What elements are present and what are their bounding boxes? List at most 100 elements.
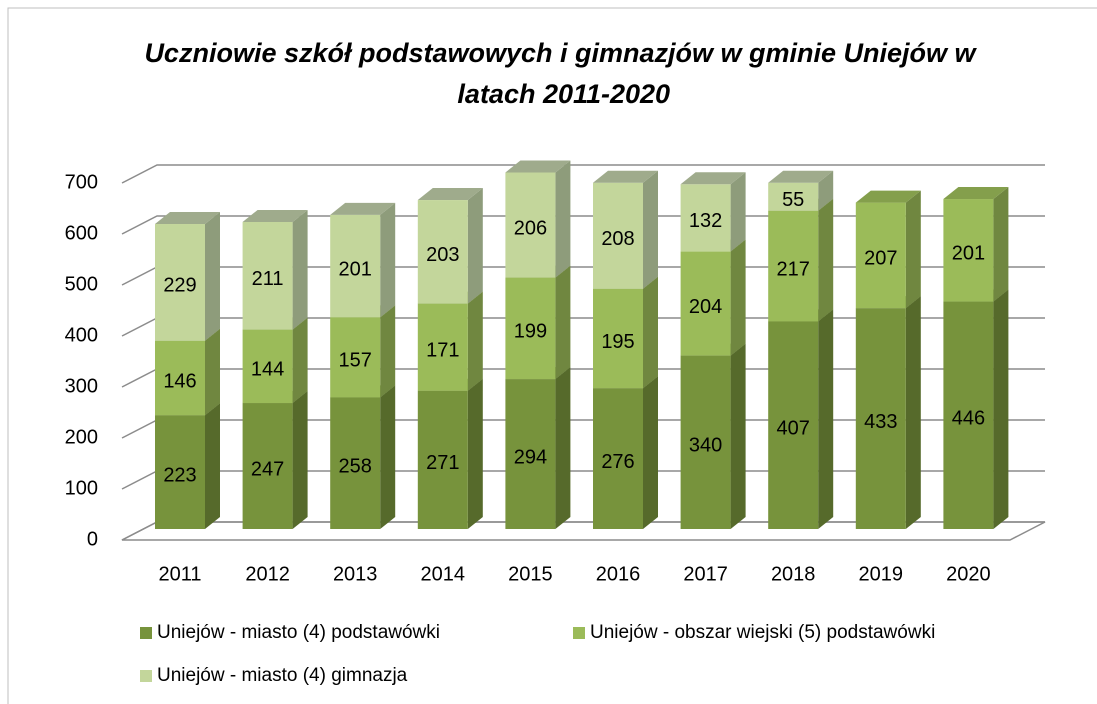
bar-side	[818, 170, 834, 211]
bar	[943, 199, 994, 302]
y-tick-label: 700	[65, 171, 98, 193]
bar-side	[730, 343, 746, 529]
bar	[417, 200, 468, 304]
x-tick-label: 2020	[946, 563, 991, 585]
x-tick-label: 2013	[333, 563, 378, 585]
bar	[680, 184, 731, 252]
legend-label: Uniejów - miasto (4) podstawówki	[157, 622, 440, 643]
y-tick-label: 500	[65, 273, 98, 295]
bar-side	[380, 305, 396, 398]
bar	[680, 355, 731, 529]
y-tick-label: 400	[65, 324, 98, 346]
data-label: 195	[601, 331, 634, 353]
data-label: 340	[689, 435, 722, 457]
bar	[855, 202, 906, 309]
data-label: 247	[251, 458, 284, 480]
bar	[155, 415, 205, 529]
data-label: 446	[952, 408, 985, 430]
grid-line	[121, 164, 1045, 184]
bar-side	[205, 328, 220, 416]
bar-top	[417, 188, 483, 201]
bar	[155, 224, 205, 341]
x-tick-label: 2016	[596, 563, 641, 585]
legend-swatch	[140, 670, 152, 682]
legend-label: Uniejów - obszar wiejski (5) podstawówki	[590, 622, 935, 643]
bar-top	[155, 212, 220, 225]
bar-side	[380, 385, 396, 529]
data-label: 199	[514, 321, 547, 343]
data-label: 258	[339, 455, 372, 477]
data-label: 146	[163, 370, 196, 392]
bar-top	[242, 209, 308, 222]
bar-side	[467, 378, 483, 529]
bar	[242, 221, 293, 330]
data-label: 206	[514, 217, 547, 239]
legend-swatch	[140, 627, 152, 639]
data-label: 207	[864, 248, 897, 270]
title-line: Uczniowie szkół podstawowych i gimnazjów…	[144, 38, 977, 68]
data-label: 229	[163, 275, 196, 297]
data-label: 144	[251, 359, 284, 381]
x-tick-label: 2012	[245, 563, 290, 585]
data-label: 407	[777, 417, 810, 439]
bar-side	[730, 239, 746, 356]
x-tick-label: 2018	[771, 563, 816, 585]
x-tick-label: 2017	[683, 563, 728, 585]
bar-side	[205, 212, 220, 341]
y-tick-label: 100	[65, 477, 98, 499]
bar-side	[905, 190, 921, 309]
bar-side	[292, 391, 308, 529]
grid-line	[121, 215, 1045, 235]
data-label: 276	[601, 451, 634, 473]
y-tick-label: 300	[65, 375, 98, 397]
bar	[593, 288, 643, 389]
y-tick-label: 200	[65, 426, 98, 448]
bar-top	[943, 187, 1009, 200]
bar-side	[643, 376, 658, 529]
bar-side	[818, 198, 834, 322]
bar-top	[768, 170, 834, 183]
bar-top	[330, 202, 396, 215]
bar-side	[905, 296, 921, 529]
data-label: 132	[689, 210, 722, 232]
x-tick-label: 2011	[158, 563, 201, 585]
bar-top	[505, 160, 571, 173]
data-label: 433	[864, 411, 897, 433]
bar	[242, 403, 293, 529]
legend-label: Uniejów - miasto (4) gimnazja	[157, 665, 408, 686]
bar	[330, 397, 381, 529]
data-label: 294	[514, 446, 547, 468]
bar-side	[467, 188, 483, 304]
x-tick-label: 2014	[421, 563, 466, 585]
bar-side	[643, 170, 658, 289]
bar-side	[818, 309, 834, 529]
data-label: 201	[952, 243, 985, 265]
bar-top	[593, 170, 658, 183]
bar	[505, 277, 556, 380]
title-line: latach 2011-2020	[450, 79, 670, 109]
bar-side	[467, 291, 483, 391]
data-label: 223	[163, 464, 196, 486]
bar-side	[730, 172, 746, 252]
data-label: 55	[782, 189, 804, 211]
bar-side	[555, 160, 571, 278]
legend-swatch	[573, 627, 585, 639]
bar-side	[292, 317, 308, 404]
bar-side	[993, 289, 1009, 529]
bar-side	[205, 403, 220, 529]
bar	[768, 321, 819, 529]
bar	[593, 182, 643, 289]
bar-side	[380, 202, 396, 318]
bar-side	[555, 265, 571, 380]
bar-top	[855, 190, 921, 203]
data-label: 211	[252, 268, 284, 290]
bar	[768, 182, 819, 211]
x-tick-label: 2019	[859, 563, 904, 585]
bar-side	[643, 276, 658, 389]
bar	[417, 303, 468, 391]
data-label: 203	[426, 244, 459, 266]
x-tick-label: 2015	[508, 563, 553, 585]
data-label: 204	[689, 296, 722, 318]
bar	[505, 172, 556, 278]
bar-side	[993, 187, 1009, 302]
